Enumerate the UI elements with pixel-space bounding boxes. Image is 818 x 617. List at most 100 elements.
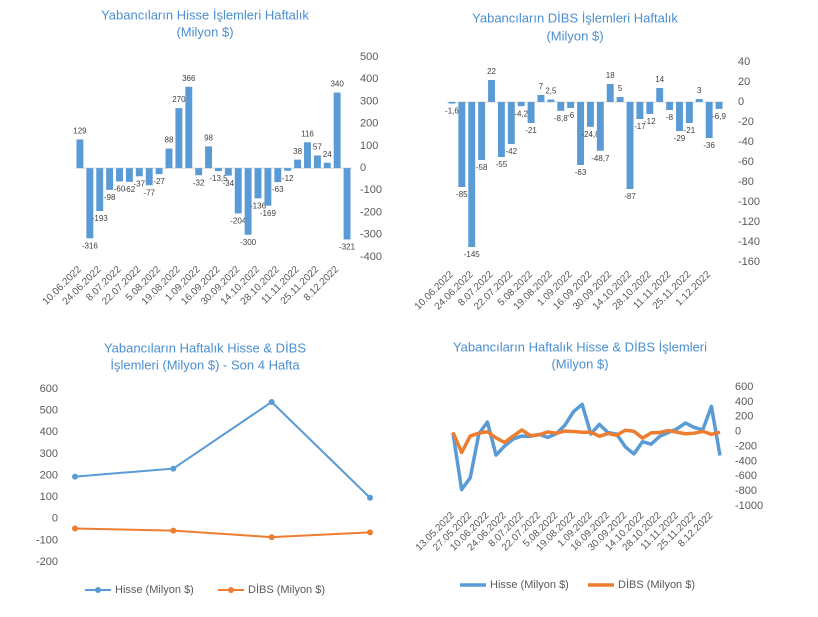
legend-label: Hisse (Milyon $) bbox=[115, 584, 194, 596]
bar bbox=[715, 102, 723, 109]
data-label: 270 bbox=[172, 95, 186, 104]
data-label: -13,5 bbox=[209, 174, 228, 183]
bar bbox=[333, 92, 341, 169]
y-tick-label: -100 bbox=[738, 196, 760, 208]
y-tick-label: 400 bbox=[735, 396, 753, 408]
y-tick-label: 200 bbox=[40, 469, 58, 481]
bar bbox=[676, 102, 683, 131]
bar bbox=[106, 168, 114, 190]
y-tick-label: 40 bbox=[738, 56, 750, 68]
data-label: -321 bbox=[339, 243, 356, 252]
y-tick-label: 300 bbox=[360, 95, 378, 107]
bar bbox=[165, 148, 173, 169]
point bbox=[170, 465, 177, 472]
data-label: -300 bbox=[240, 238, 257, 247]
series-line bbox=[74, 527, 371, 539]
bar bbox=[125, 168, 133, 182]
bar bbox=[685, 102, 693, 123]
point bbox=[72, 473, 78, 480]
bar bbox=[586, 102, 594, 127]
y-tick-label: -160 bbox=[738, 256, 760, 268]
chart-title: (Milyon $) bbox=[551, 356, 608, 371]
bar bbox=[478, 102, 486, 160]
data-label: 24 bbox=[323, 150, 332, 159]
bar bbox=[185, 86, 193, 169]
y-tick-label: 600 bbox=[40, 383, 58, 395]
data-label: -55 bbox=[496, 160, 508, 169]
y-tick-label: -300 bbox=[360, 229, 382, 241]
y-tick-label: 400 bbox=[360, 73, 378, 85]
y-tick-label: 400 bbox=[40, 426, 58, 438]
bar bbox=[695, 99, 703, 102]
data-label: 57 bbox=[313, 143, 322, 152]
bar bbox=[646, 102, 654, 114]
legend-marker bbox=[95, 587, 101, 593]
y-tick-label: 300 bbox=[40, 448, 58, 460]
chart-title: Yabancıların Haftalık Hisse & DİBS İşlem… bbox=[453, 339, 707, 354]
chart-title: Yabancıların Hisse İşlemleri Haftalık bbox=[101, 7, 309, 22]
data-label: -48,7 bbox=[591, 154, 610, 163]
y-tick-label: 200 bbox=[360, 118, 378, 130]
legend-label: Hisse (Milyon $) bbox=[490, 579, 569, 591]
data-label: -27 bbox=[153, 177, 165, 186]
legend-marker bbox=[228, 587, 234, 593]
bar bbox=[76, 139, 84, 169]
bar bbox=[304, 142, 311, 169]
bar bbox=[547, 99, 555, 102]
bar bbox=[323, 162, 331, 169]
y-tick-label: 0 bbox=[360, 162, 366, 174]
y-tick-label: 500 bbox=[360, 51, 378, 63]
data-label: -63 bbox=[575, 168, 587, 177]
bar bbox=[205, 146, 213, 169]
data-label: 116 bbox=[301, 129, 314, 138]
y-tick-label: -400 bbox=[360, 251, 382, 263]
data-label: -42 bbox=[506, 147, 518, 156]
data-label: 3 bbox=[697, 86, 702, 95]
bar bbox=[96, 168, 104, 211]
bar bbox=[606, 84, 614, 102]
data-label: -8,8 bbox=[554, 114, 568, 123]
data-label: -21 bbox=[525, 126, 537, 135]
data-label: -12 bbox=[282, 174, 294, 183]
chart-title: Yabancıların Haftalık Hisse & DİBS bbox=[104, 340, 306, 355]
y-tick-label: 100 bbox=[40, 491, 58, 503]
data-label: -21 bbox=[684, 126, 696, 135]
bar bbox=[636, 102, 644, 119]
chart-title: İşlemleri (Milyon $) - Son 4 Hafta bbox=[110, 357, 300, 372]
point bbox=[72, 525, 78, 532]
data-label: -32 bbox=[193, 178, 205, 187]
data-label: -1,6 bbox=[445, 107, 459, 116]
series-line bbox=[451, 402, 722, 492]
data-label: -77 bbox=[143, 188, 155, 197]
data-label: -169 bbox=[260, 209, 277, 218]
y-tick-label: -200 bbox=[360, 206, 382, 218]
data-label: 88 bbox=[165, 136, 174, 145]
y-tick-label: -800 bbox=[735, 485, 757, 497]
data-label: -58 bbox=[476, 163, 488, 172]
bar bbox=[656, 88, 664, 102]
bar bbox=[264, 168, 272, 206]
y-tick-label: -140 bbox=[738, 236, 760, 248]
y-tick-label: -20 bbox=[738, 116, 754, 128]
bar bbox=[155, 168, 163, 175]
bar bbox=[517, 102, 525, 107]
y-tick-label: -400 bbox=[735, 455, 757, 467]
bar bbox=[86, 168, 94, 239]
data-label: -12 bbox=[644, 117, 656, 126]
data-label: 14 bbox=[655, 75, 664, 84]
bar bbox=[294, 159, 302, 169]
bar bbox=[195, 168, 203, 176]
y-tick-label: -80 bbox=[738, 176, 754, 188]
bar bbox=[705, 102, 713, 138]
data-label: -136 bbox=[250, 201, 267, 210]
y-tick-label: -100 bbox=[360, 184, 382, 196]
data-label: 2,5 bbox=[545, 87, 557, 96]
bar bbox=[616, 97, 624, 102]
bar bbox=[175, 108, 183, 169]
data-label: -62 bbox=[124, 185, 136, 194]
series-line bbox=[74, 400, 371, 499]
bar bbox=[557, 102, 565, 111]
point bbox=[268, 398, 275, 405]
data-label: -24,8 bbox=[581, 130, 600, 139]
data-label: 5 bbox=[618, 84, 623, 93]
